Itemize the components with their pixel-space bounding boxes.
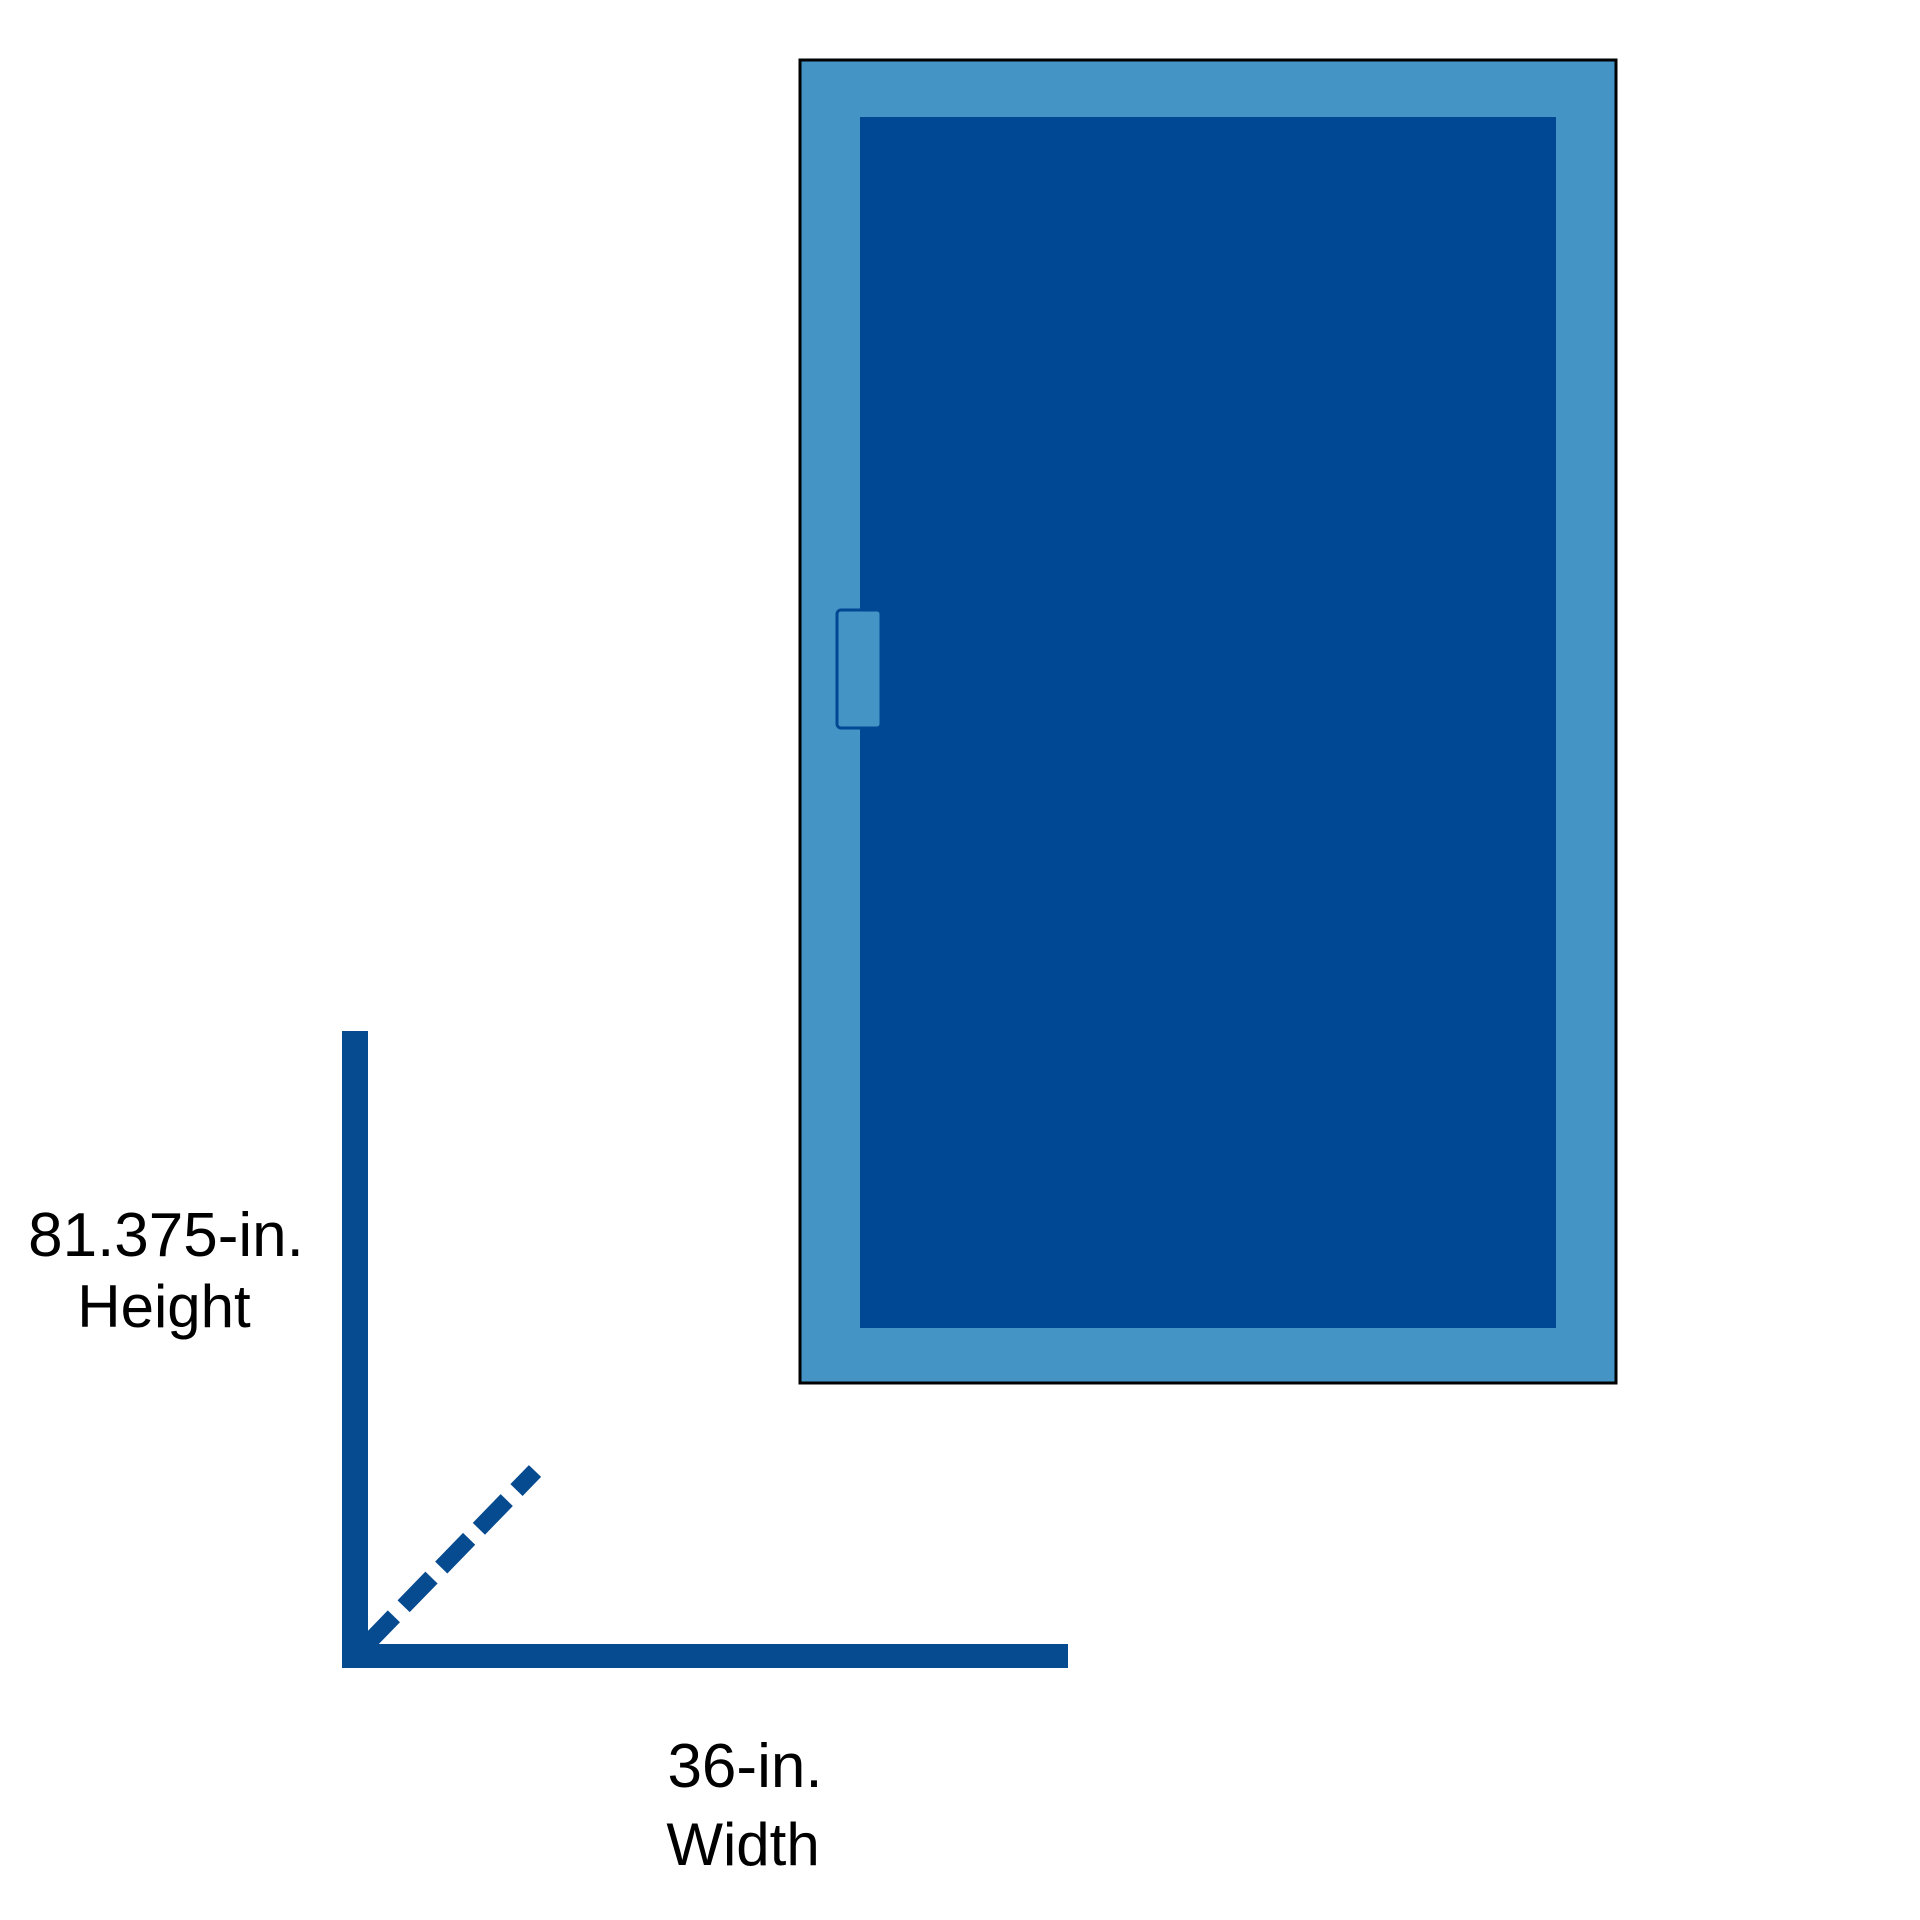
height-value-label: 81.375-in. — [28, 1201, 304, 1270]
width-value-label: 36-in. — [667, 1732, 822, 1801]
door — [798, 58, 1618, 1385]
door-panel — [860, 117, 1556, 1328]
width-caption-label: Width — [666, 1811, 819, 1878]
door-handle — [835, 608, 883, 730]
depth-axis-dashed-line — [359, 1465, 542, 1651]
height-axis-line — [342, 1031, 368, 1668]
dimension-axes — [342, 1031, 1068, 1668]
width-axis-line — [342, 1644, 1068, 1668]
height-caption-label: Height — [77, 1273, 251, 1340]
